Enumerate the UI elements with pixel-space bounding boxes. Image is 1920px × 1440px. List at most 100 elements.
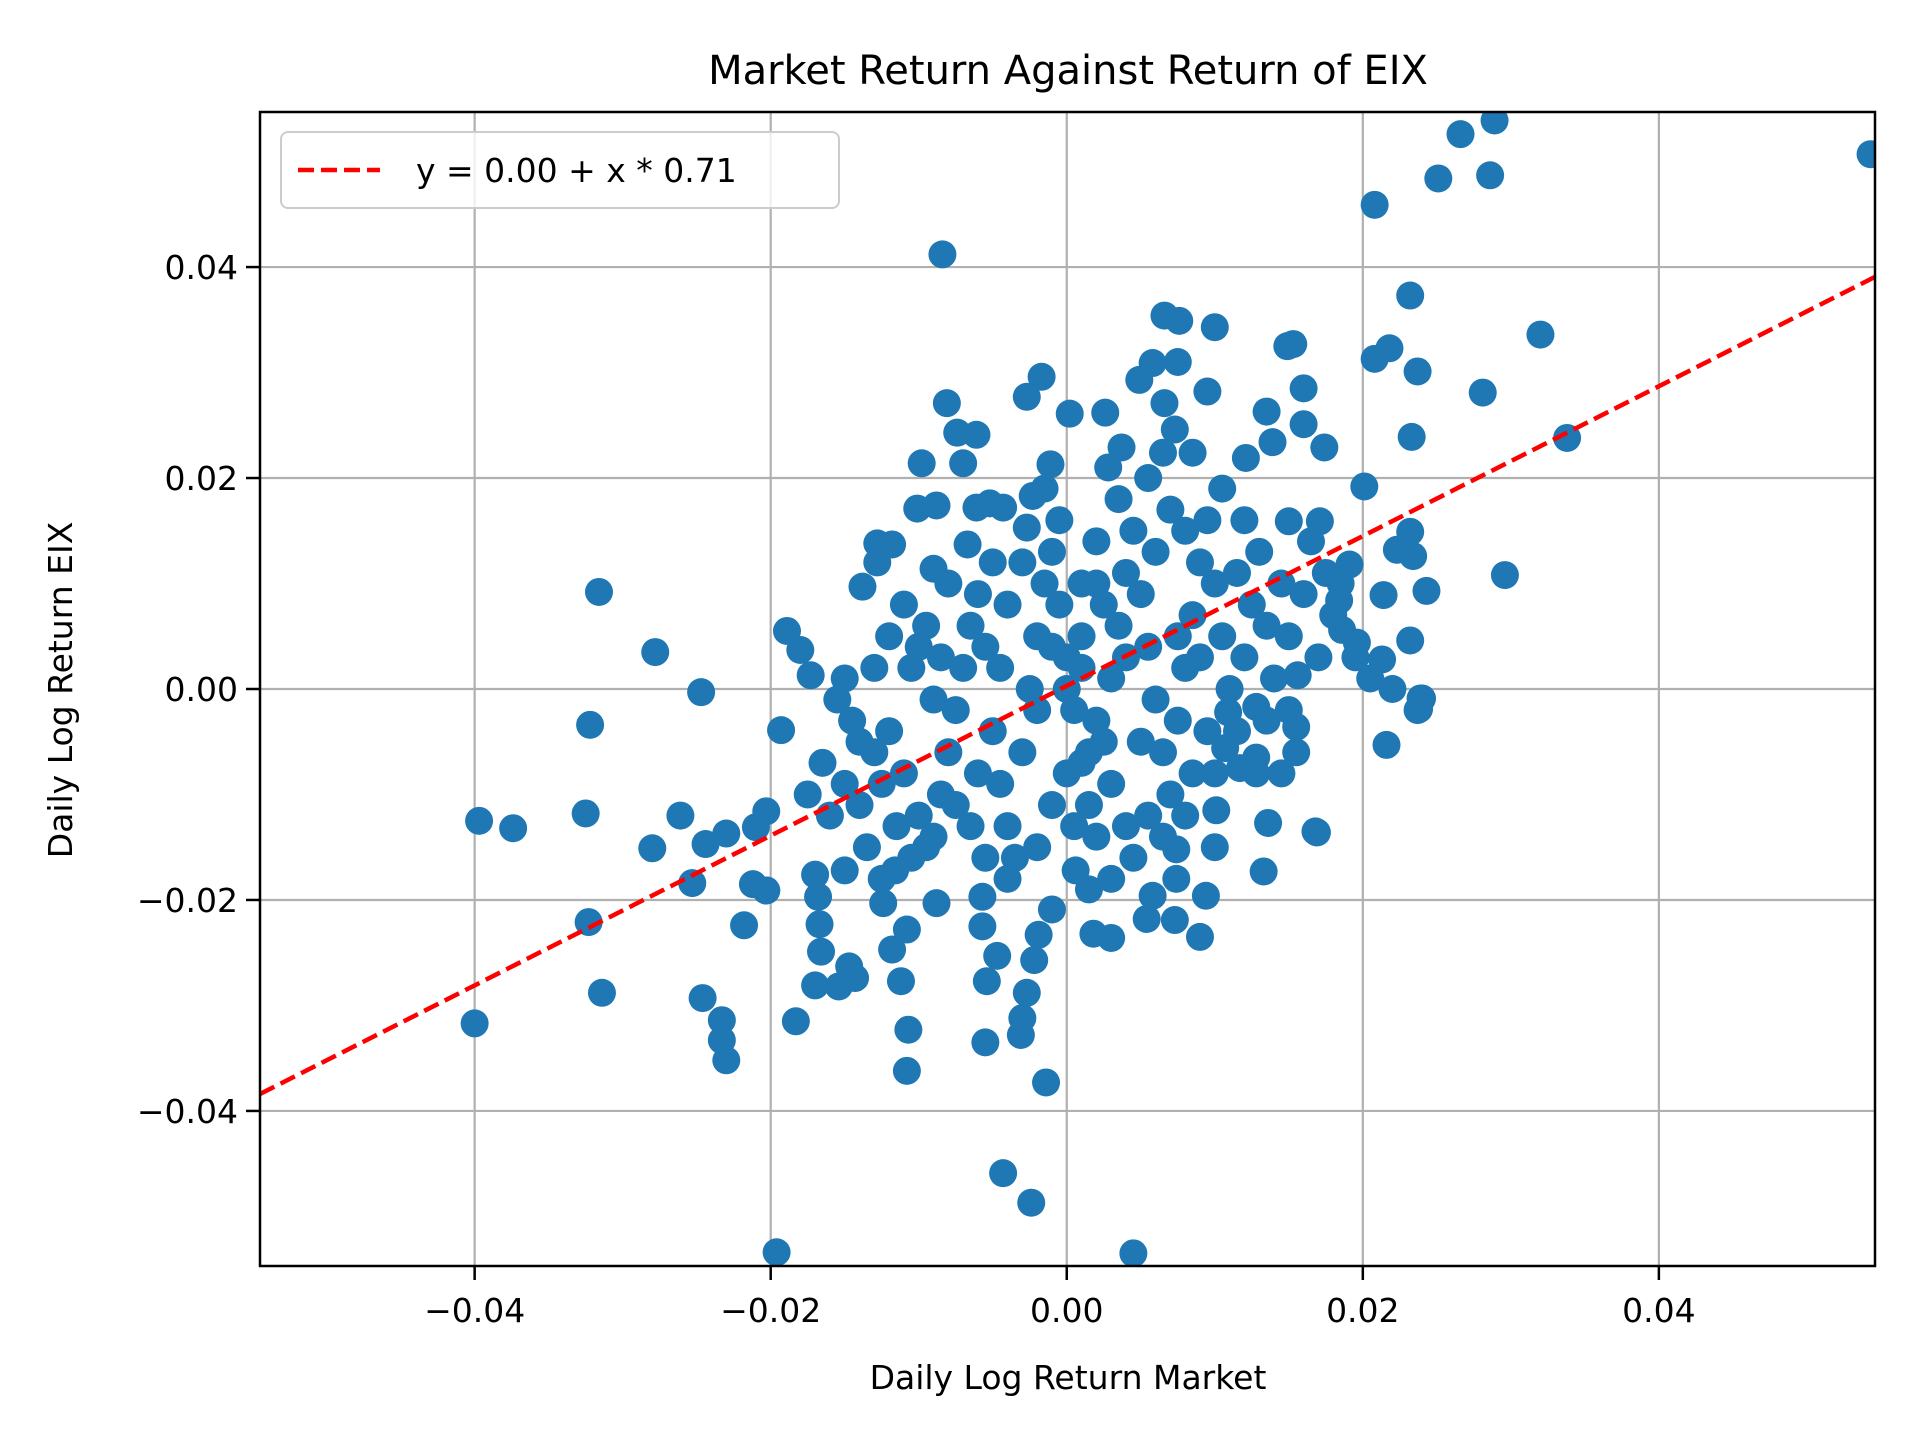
x-axis-label: Daily Log Return Market [870, 1358, 1267, 1397]
data-point [1222, 558, 1251, 587]
data-point [1490, 561, 1519, 590]
data-point [889, 590, 918, 619]
data-point [687, 678, 716, 707]
data-point [1178, 759, 1207, 788]
data-point [1274, 622, 1303, 651]
y-axis-label: Daily Log Return EIX [41, 522, 80, 859]
data-point [1267, 759, 1296, 788]
data-point [638, 834, 667, 863]
data-point [1148, 822, 1177, 851]
data-point [971, 843, 1000, 872]
data-point [1274, 507, 1303, 536]
data-point [978, 548, 1007, 577]
y-tick-label: 0.02 [165, 459, 238, 498]
data-point [1193, 717, 1222, 746]
data-point [801, 860, 830, 889]
data-point [796, 661, 825, 690]
data-point [875, 717, 904, 746]
data-point [1310, 433, 1339, 462]
data-point [1132, 904, 1161, 933]
data-point [1097, 923, 1126, 952]
data-point [928, 240, 957, 269]
data-point [986, 769, 1015, 798]
data-point [1060, 696, 1089, 725]
data-point [1406, 684, 1435, 713]
data-point [993, 864, 1022, 893]
data-point [1356, 664, 1385, 693]
data-point [1017, 1188, 1046, 1217]
data-point [1274, 696, 1303, 725]
data-point [941, 791, 970, 820]
data-point [1230, 643, 1259, 672]
data-point [1082, 822, 1111, 851]
data-point [1097, 864, 1126, 893]
data-point [963, 580, 992, 609]
data-point [993, 812, 1022, 841]
data-point [989, 493, 1018, 522]
data-point [953, 530, 982, 559]
data-point [1163, 622, 1192, 651]
data-point [1052, 759, 1081, 788]
data-point [1252, 706, 1281, 735]
data-point [983, 941, 1012, 970]
data-point [1126, 580, 1155, 609]
data-point [1378, 675, 1407, 703]
x-axis-ticks: −0.04 −0.02 0.00 0.02 0.04 [424, 1266, 1696, 1330]
data-point [1372, 730, 1401, 759]
data-point [1082, 527, 1111, 556]
data-point [1008, 548, 1037, 577]
data-point [1396, 626, 1425, 655]
data-point [1020, 946, 1049, 975]
data-point [1156, 780, 1185, 809]
data-point [1230, 506, 1259, 535]
data-point [1480, 112, 1509, 135]
y-tick-label: −0.04 [137, 1092, 238, 1131]
data-point [1289, 374, 1318, 403]
data-point [752, 876, 781, 905]
data-point [1141, 537, 1170, 566]
data-point [1027, 362, 1056, 391]
data-point [904, 632, 933, 661]
legend-box [280, 131, 840, 209]
data-point [1424, 164, 1453, 193]
data-point [1000, 843, 1029, 872]
data-point [1360, 190, 1389, 219]
data-point [1191, 881, 1220, 910]
data-point [892, 1056, 921, 1085]
data-point [1012, 978, 1041, 1007]
data-point [1403, 357, 1432, 386]
data-point [1399, 542, 1428, 571]
data-point [1024, 920, 1053, 949]
data-point [1037, 632, 1066, 661]
data-point [1208, 474, 1237, 503]
data-point [860, 653, 889, 682]
data-point [1200, 569, 1229, 598]
data-point [1200, 313, 1229, 342]
data-point [875, 622, 904, 651]
data-point [762, 1238, 791, 1266]
data-point [993, 590, 1022, 619]
data-point [1012, 382, 1041, 411]
data-point [1215, 675, 1244, 703]
data-point [904, 801, 933, 830]
data-point [576, 710, 605, 739]
data-point [1360, 344, 1389, 373]
legend: y = 0.00 + x * 0.71 [280, 131, 840, 209]
data-point [926, 643, 955, 672]
data-point [907, 449, 936, 478]
data-point [1165, 306, 1194, 335]
data-point [897, 653, 926, 682]
data-point [1037, 537, 1066, 566]
regression-line [260, 274, 1875, 1097]
data-point [922, 889, 951, 918]
y-tick-label: −0.02 [137, 881, 238, 920]
data-point [1060, 812, 1089, 841]
data-point [972, 967, 1001, 996]
data-point [1111, 558, 1140, 587]
data-point [1030, 474, 1059, 503]
data-point [1160, 415, 1189, 444]
data-point [1289, 410, 1318, 439]
data-point [587, 978, 616, 1007]
data-point [1148, 438, 1177, 467]
